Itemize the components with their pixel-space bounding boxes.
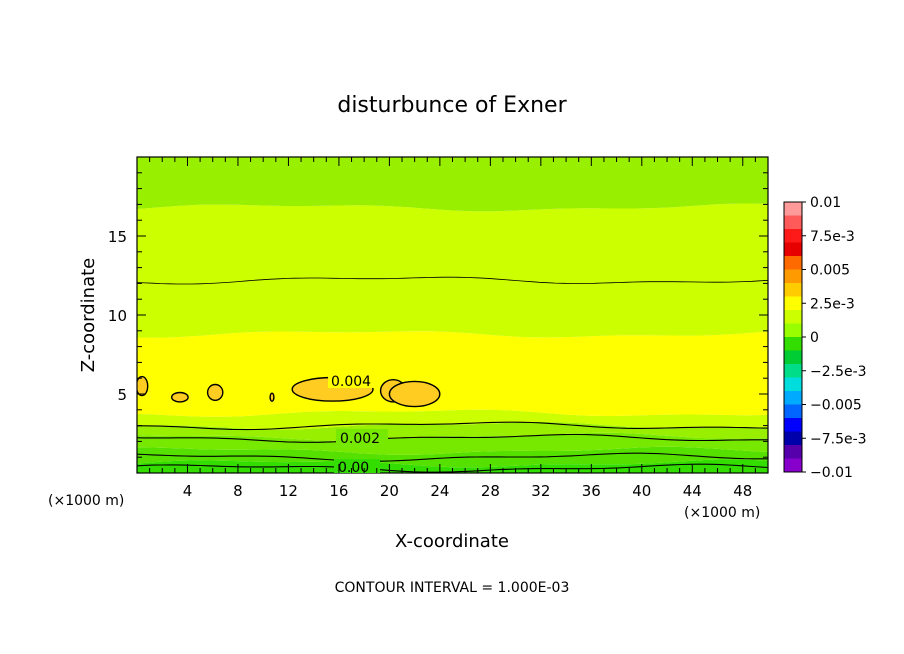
contour-blob xyxy=(137,375,149,397)
colorbar-swatch xyxy=(784,364,802,378)
x-tick-label: 12 xyxy=(279,482,298,500)
y-axis-label: Z-coordinate xyxy=(78,258,99,373)
x-tick-label: 16 xyxy=(329,482,348,500)
contour-band xyxy=(137,459,768,473)
y-tick-label: 15 xyxy=(108,228,127,246)
contour-blob xyxy=(269,392,275,402)
colorbar-swatch xyxy=(784,431,802,446)
colorbar-swatch xyxy=(784,269,802,284)
colorbar-swatch xyxy=(784,202,802,216)
colorbar-label: 0.01 xyxy=(810,195,841,211)
x-tick-label: 36 xyxy=(582,482,601,500)
y-tick-label: 10 xyxy=(108,307,127,325)
contour-line xyxy=(137,452,768,462)
x-tick-label: 4 xyxy=(183,482,193,500)
colorbar: 0.01 7.5e-3 0.005 2.5e-3 0 −2.5e-3 −0.005 −7.5e… xyxy=(783,195,867,481)
colorbar-label: −7.5e-3 xyxy=(810,431,867,447)
colorbar-swatch xyxy=(784,337,802,351)
colorbar-swatch xyxy=(784,458,802,473)
x-unit-right: (×1000 m) xyxy=(684,505,760,521)
colorbar-swatch xyxy=(784,215,802,230)
contour-line xyxy=(137,276,768,285)
colorbar-swatch xyxy=(784,377,802,392)
x-tick-label: 8 xyxy=(233,482,243,500)
colorbar-label: −0.01 xyxy=(810,465,853,481)
x-tick-label: 28 xyxy=(481,482,500,500)
footer-contour-interval: CONTOUR INTERVAL = 1.000E-03 xyxy=(335,580,570,596)
colorbar-label: 0.005 xyxy=(810,263,850,279)
colorbar-swatch xyxy=(784,296,802,311)
colorbar-label: 2.5e-3 xyxy=(810,296,855,312)
colorbar-swatch xyxy=(784,418,802,432)
colorbar-swatch xyxy=(784,283,802,297)
colorbar-swatch xyxy=(784,323,802,338)
contour-line xyxy=(137,433,768,443)
colorbar-label: 7.5e-3 xyxy=(810,229,855,245)
x-tick-label: 48 xyxy=(733,482,752,500)
contour-label-0004: 0.004 xyxy=(331,374,371,390)
colorbar-label: −0.005 xyxy=(810,398,862,414)
contour-band xyxy=(137,409,768,430)
colorbar-swatch xyxy=(784,256,802,270)
contour-label-000: 0.00 xyxy=(338,460,369,476)
contour-blob xyxy=(388,380,441,408)
x-tick-label: 20 xyxy=(380,482,399,500)
x-axis-label: X-coordinate xyxy=(395,531,509,552)
contour-band xyxy=(137,203,768,338)
contour-band xyxy=(137,422,768,441)
colorbar-swatch xyxy=(784,391,802,405)
x-unit-left: (×1000 m) xyxy=(48,493,124,509)
contour-band xyxy=(137,432,768,455)
colorbar-swatch xyxy=(784,310,802,324)
contour-line xyxy=(137,421,768,431)
x-tick-label: 32 xyxy=(531,482,550,500)
colorbar-swatch xyxy=(784,445,802,459)
contour-blob xyxy=(206,383,224,402)
colorbar-swatch xyxy=(784,242,802,257)
colorbar-swatch xyxy=(784,350,802,365)
chart-title: disturbunce of Exner xyxy=(337,93,567,118)
x-tick-label: 44 xyxy=(683,482,702,500)
colorbar-label: 0 xyxy=(810,330,819,346)
contour-label-0002: 0.002 xyxy=(340,431,380,447)
colorbar-swatch xyxy=(784,404,802,419)
contour-label-group: 0.004 0.002 0.00 xyxy=(328,372,388,476)
colorbar-swatch xyxy=(784,229,802,243)
contour-fill xyxy=(137,157,768,473)
contour-band xyxy=(137,331,768,417)
x-tick-label: 24 xyxy=(430,482,449,500)
y-ticks: 5 10 15 xyxy=(108,172,768,458)
x-tick-label: 40 xyxy=(632,482,651,500)
x-ticks: 4 8 12 16 20 24 28 32 36 40 44 48 xyxy=(149,157,756,500)
colorbar-label: −2.5e-3 xyxy=(810,364,867,380)
contour-band xyxy=(137,157,768,212)
contour-blob xyxy=(170,391,189,403)
y-tick-label: 5 xyxy=(117,386,127,404)
